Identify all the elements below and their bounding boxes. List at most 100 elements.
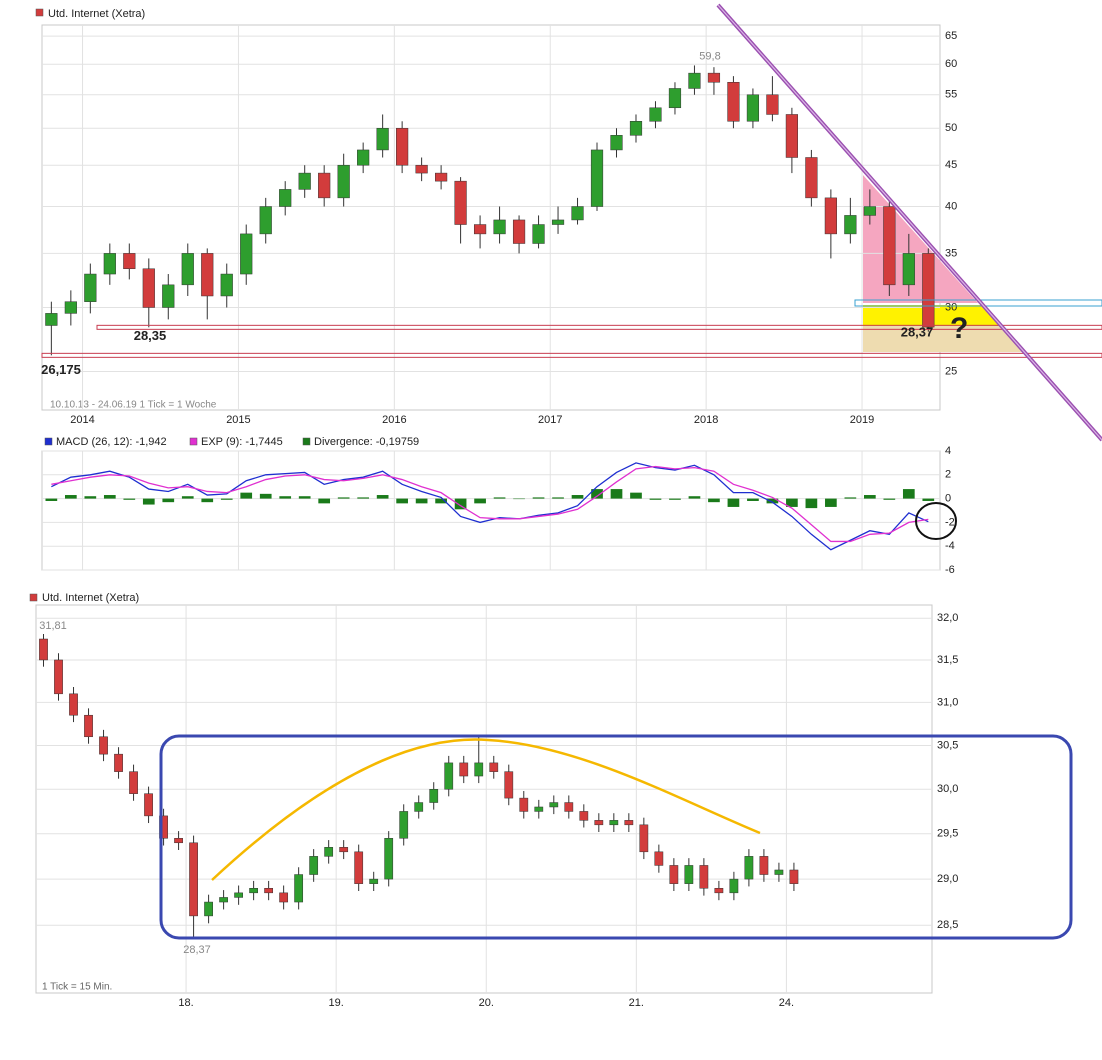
y-tick-label: 29,0 [937, 873, 958, 885]
overlays: ? [159, 3, 1102, 940]
legend-swatch [302, 437, 311, 446]
divergence-bar [747, 498, 759, 501]
legend-swatch [29, 593, 38, 602]
candle-body [789, 869, 799, 884]
y-tick-label: 0 [945, 493, 951, 505]
candle-body [264, 888, 274, 894]
divergence-bar [844, 497, 857, 499]
divergence-bar [64, 495, 77, 499]
candle-body [181, 253, 194, 286]
y-tick-label: 65 [945, 30, 957, 42]
candle-body [844, 215, 857, 235]
candle-body [240, 233, 253, 275]
y-tick-label: 4 [945, 445, 951, 457]
legend-label: MACD (26, 12): -1,942 [56, 436, 167, 448]
x-tick-label: 19. [329, 997, 344, 1009]
candle-body [399, 811, 409, 839]
candle-body [590, 149, 604, 207]
candle-body [746, 94, 760, 122]
candle-body [564, 802, 574, 812]
candle-body [459, 762, 469, 777]
candle-body [84, 273, 97, 302]
candle-body [298, 172, 311, 190]
divergence-bar [45, 498, 58, 501]
legend-label: EXP (9): -1,7445 [201, 436, 283, 448]
annotation: 31,81 [39, 620, 67, 632]
candle-body [688, 72, 701, 89]
divergence-bar [357, 497, 370, 499]
trend-line-inner [717, 4, 1102, 441]
candle-body [69, 693, 78, 716]
annotation: 28,37 [901, 325, 934, 340]
legend-label: Divergence: -0,19759 [314, 436, 419, 448]
candle-body [324, 847, 334, 857]
divergence-bar [708, 498, 720, 503]
candle-body [219, 897, 228, 903]
divergence-bar [649, 498, 662, 500]
candle-body [54, 659, 63, 695]
candle-body [551, 219, 565, 225]
candle-body [337, 164, 350, 199]
candle-body [64, 301, 77, 314]
candle-body [159, 815, 168, 839]
y-tick-label: 60 [945, 58, 957, 70]
divergence-bar [318, 498, 331, 504]
candle-body [699, 865, 709, 889]
divergence-bar [181, 496, 194, 499]
candle-body [369, 878, 379, 884]
divergence-bar [786, 498, 798, 507]
candle-body [249, 888, 258, 894]
divergence-bar [591, 489, 603, 499]
candle-body [534, 806, 544, 812]
annotations: 59,8 28,35 26,175 28,37 31,81 28,37 [39, 50, 933, 956]
candle-body [414, 802, 424, 812]
candle-body [805, 157, 818, 199]
divergence-bar [337, 497, 350, 499]
candle-body [39, 638, 48, 661]
legend-swatch [44, 437, 53, 446]
divergence-bar [298, 496, 311, 499]
candle-body [435, 172, 448, 182]
candle-body [318, 172, 331, 199]
candle-body [922, 253, 935, 328]
range-box [159, 734, 1073, 940]
divergence-bar [103, 495, 116, 499]
candle-body [902, 253, 915, 286]
chart-title: Utd. Internet (Xetra) [42, 592, 139, 604]
annotation: 59,8 [699, 50, 720, 62]
footnote: 1 Tick = 15 Min. [42, 982, 112, 993]
line [51, 465, 929, 543]
y-tick-label: 50 [945, 122, 957, 134]
candle-body [376, 127, 389, 151]
y-tick-label: 40 [945, 200, 957, 212]
divergence-bar [123, 498, 136, 500]
divergence-bar [84, 496, 97, 499]
y-tick-label: 30,0 [937, 783, 958, 795]
candle-body [624, 820, 634, 826]
candle-body [684, 865, 694, 884]
footnote: 10.10.13 - 24.06.19 1 Tick = 1 Woche [50, 400, 217, 411]
y-tick-label: 31,0 [937, 696, 958, 708]
candle-body [883, 206, 896, 286]
candle-body [714, 888, 724, 894]
divergence-bar [669, 498, 681, 500]
candle-body [579, 811, 589, 821]
divergence-bar [883, 498, 896, 500]
candle-body [415, 164, 428, 174]
tan-zone [863, 326, 1022, 352]
x-tick-label: 2018 [694, 414, 718, 426]
candle-body [766, 94, 779, 115]
candle-body [504, 771, 514, 799]
x-tick-label: 24. [779, 997, 794, 1009]
candle-body [123, 253, 136, 270]
divergence-bar [162, 498, 175, 503]
candle-body [279, 189, 292, 207]
divergence-bar [571, 495, 584, 499]
candle-body [727, 81, 740, 122]
candle-body [571, 206, 584, 221]
x-tick-label: 2015 [226, 414, 250, 426]
y-tick-label: 30 [945, 301, 957, 313]
candle-body [629, 121, 643, 136]
